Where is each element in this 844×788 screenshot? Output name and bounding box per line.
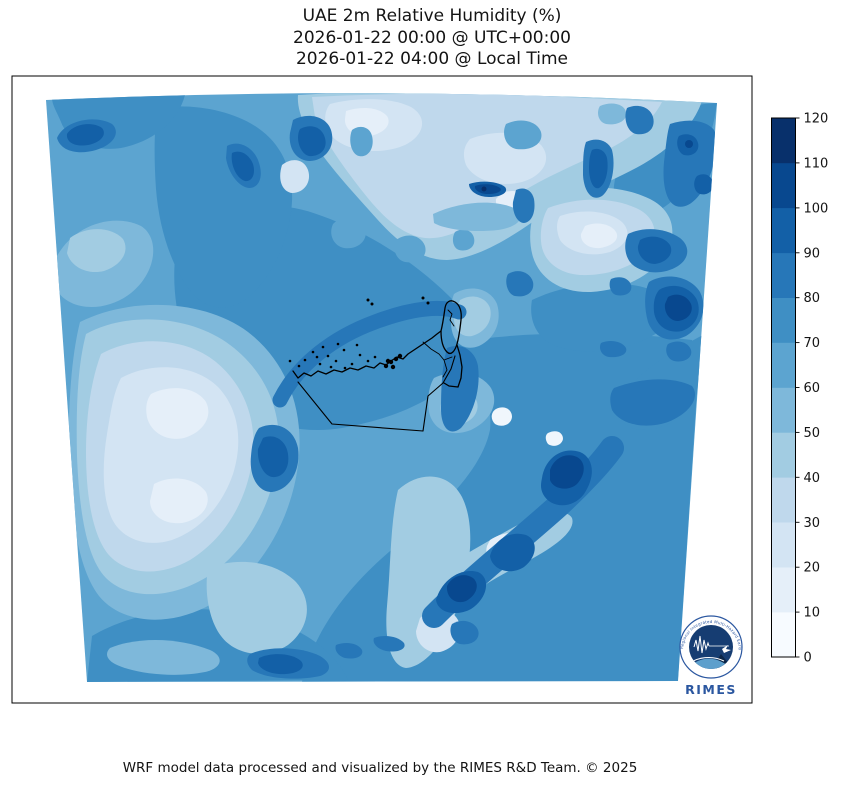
colorbar-tick-label: 10 bbox=[804, 606, 821, 621]
colorbar-segments bbox=[771, 118, 796, 658]
colorbar-tick-label: 100 bbox=[804, 201, 829, 216]
coastal-islands bbox=[288, 296, 430, 370]
colorbar-tick-label: 90 bbox=[804, 246, 821, 261]
internal-border-2 bbox=[442, 359, 448, 378]
colorbar-tick-label: 50 bbox=[804, 426, 821, 441]
dove-icon bbox=[722, 645, 731, 653]
rimes-wordmark: RIMES bbox=[685, 682, 737, 697]
figure-title: UAE 2m Relative Humidity (%) 2026-01-22 … bbox=[20, 6, 844, 71]
uae-boundary bbox=[292, 300, 463, 432]
colorbar-tick-labels: 0 10 20 30 40 50 60 70 80 90 100 110 120 bbox=[804, 112, 829, 666]
colorbar-tick-label: 0 bbox=[804, 651, 812, 666]
colorbar-tick-label: 80 bbox=[804, 291, 821, 306]
uae-coastline bbox=[292, 330, 442, 379]
musandam-peninsula bbox=[440, 300, 462, 355]
colorbar-tick-label: 20 bbox=[804, 561, 821, 576]
colorbar-tick-label: 60 bbox=[804, 381, 821, 396]
seismograph-icon bbox=[693, 635, 710, 654]
humidity-contour-field bbox=[46, 93, 717, 682]
colorbar-tick-label: 70 bbox=[804, 336, 821, 351]
colorbar-tick-label: 120 bbox=[804, 112, 829, 127]
title-line-2: 2026-01-22 00:00 @ UTC+00:00 bbox=[293, 27, 571, 48]
internal-border bbox=[422, 341, 453, 361]
colorbar-tick-label: 110 bbox=[804, 156, 829, 171]
colorbar-ticks bbox=[795, 117, 800, 658]
colorbar-tick-label: 30 bbox=[804, 516, 821, 531]
east-coastline bbox=[443, 344, 463, 388]
colorbar: 0 10 20 30 40 50 60 70 80 90 100 110 120 bbox=[771, 112, 829, 666]
colorbar-tick-label: 40 bbox=[804, 471, 821, 486]
title-line-3: 2026-01-22 04:00 @ Local Time bbox=[295, 49, 569, 69]
footer-credit: WRF model data processed and visualized … bbox=[122, 760, 638, 776]
uae-border bbox=[297, 355, 456, 432]
title-line-1: UAE 2m Relative Humidity (%) bbox=[302, 6, 562, 26]
